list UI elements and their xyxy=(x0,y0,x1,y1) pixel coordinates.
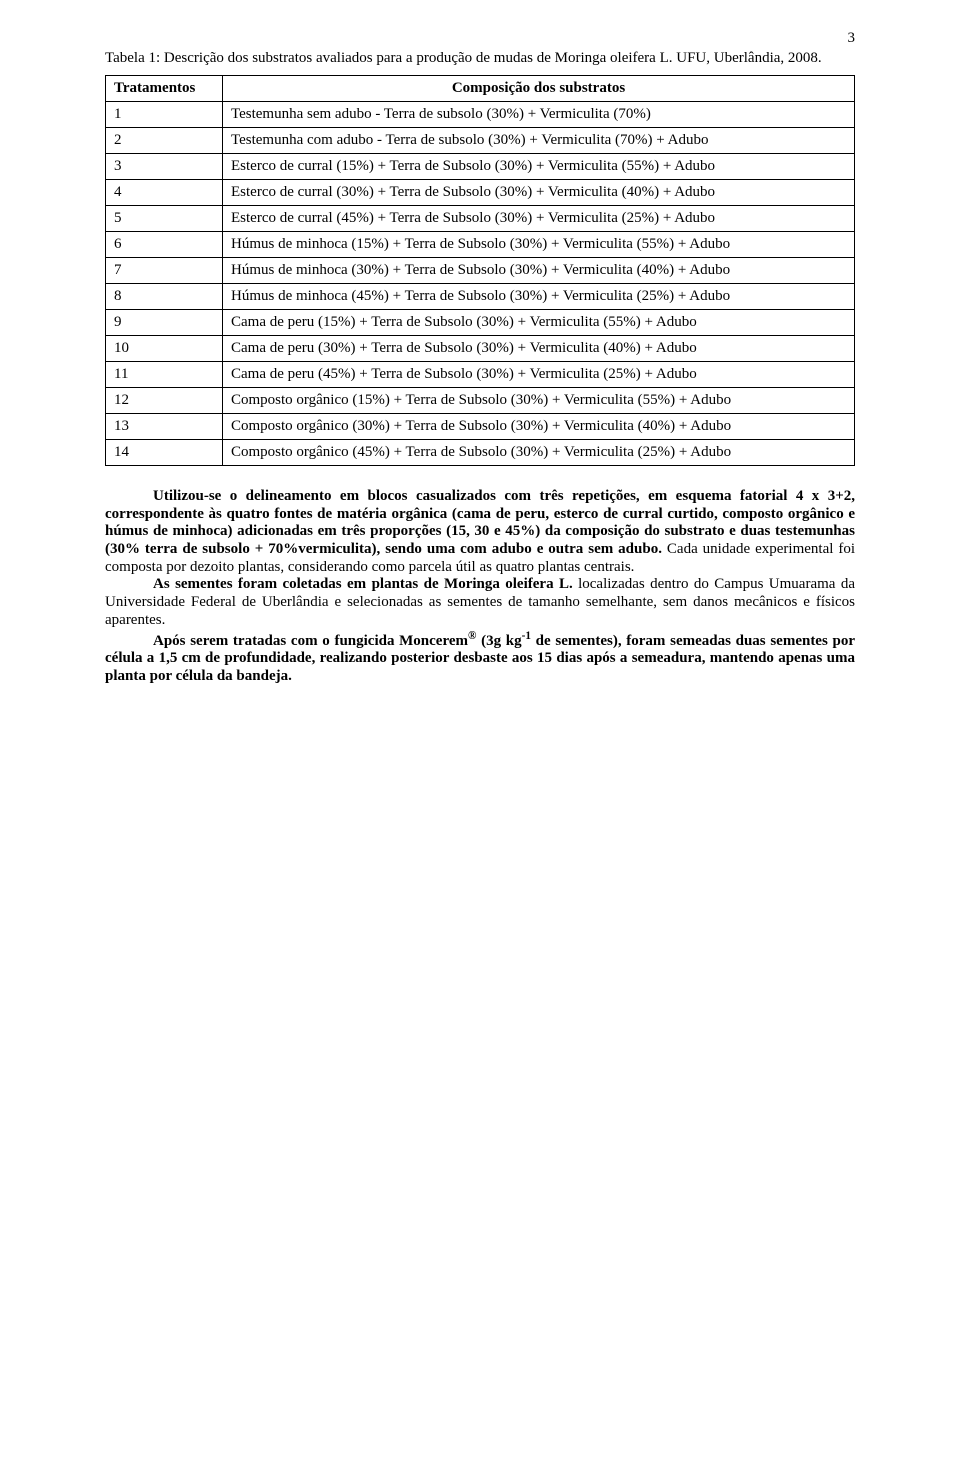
row-desc: Testemunha sem adubo - Terra de subsolo … xyxy=(223,102,855,128)
p3-bold-b: (3g kg xyxy=(476,633,521,649)
table-body: 1Testemunha sem adubo - Terra de subsolo… xyxy=(106,102,855,466)
row-desc: Composto orgânico (45%) + Terra de Subso… xyxy=(223,440,855,466)
table-row: 13Composto orgânico (30%) + Terra de Sub… xyxy=(106,414,855,440)
header-tratamentos: Tratamentos xyxy=(106,76,223,102)
row-desc: Esterco de curral (45%) + Terra de Subso… xyxy=(223,206,855,232)
row-desc: Húmus de minhoca (30%) + Terra de Subsol… xyxy=(223,258,855,284)
table-row: 6Húmus de minhoca (15%) + Terra de Subso… xyxy=(106,232,855,258)
row-desc: Composto orgânico (15%) + Terra de Subso… xyxy=(223,388,855,414)
row-num: 10 xyxy=(106,336,223,362)
body-text: Utilizou-se o delineamento em blocos cas… xyxy=(105,488,855,686)
row-num: 9 xyxy=(106,310,223,336)
table-row: 12Composto orgânico (15%) + Terra de Sub… xyxy=(106,388,855,414)
p3-bold-a: Após serem tratadas com o fungicida Monc… xyxy=(153,633,468,649)
row-num: 13 xyxy=(106,414,223,440)
treatments-table: Tratamentos Composição dos substratos 1T… xyxy=(105,75,855,466)
row-desc: Cama de peru (30%) + Terra de Subsolo (3… xyxy=(223,336,855,362)
table-header-row: Tratamentos Composição dos substratos xyxy=(106,76,855,102)
table-row: 4Esterco de curral (30%) + Terra de Subs… xyxy=(106,180,855,206)
row-desc: Composto orgânico (30%) + Terra de Subso… xyxy=(223,414,855,440)
row-num: 5 xyxy=(106,206,223,232)
row-num: 6 xyxy=(106,232,223,258)
row-num: 11 xyxy=(106,362,223,388)
row-desc: Cama de peru (15%) + Terra de Subsolo (3… xyxy=(223,310,855,336)
paragraph-3: Após serem tratadas com o fungicida Monc… xyxy=(105,630,855,686)
row-num: 7 xyxy=(106,258,223,284)
row-num: 14 xyxy=(106,440,223,466)
p3-sup2: -1 xyxy=(522,630,531,642)
table-row: 2Testemunha com adubo - Terra de subsolo… xyxy=(106,128,855,154)
row-num: 1 xyxy=(106,102,223,128)
table-row: 14Composto orgânico (45%) + Terra de Sub… xyxy=(106,440,855,466)
row-num: 3 xyxy=(106,154,223,180)
row-desc: Cama de peru (45%) + Terra de Subsolo (3… xyxy=(223,362,855,388)
row-num: 8 xyxy=(106,284,223,310)
table-row: 9Cama de peru (15%) + Terra de Subsolo (… xyxy=(106,310,855,336)
row-desc: Húmus de minhoca (45%) + Terra de Subsol… xyxy=(223,284,855,310)
table-row: 5Esterco de curral (45%) + Terra de Subs… xyxy=(106,206,855,232)
table-row: 8Húmus de minhoca (45%) + Terra de Subso… xyxy=(106,284,855,310)
row-num: 12 xyxy=(106,388,223,414)
table-row: 3Esterco de curral (15%) + Terra de Subs… xyxy=(106,154,855,180)
table-row: 11Cama de peru (45%) + Terra de Subsolo … xyxy=(106,362,855,388)
row-desc: Esterco de curral (15%) + Terra de Subso… xyxy=(223,154,855,180)
row-num: 4 xyxy=(106,180,223,206)
table-row: 7Húmus de minhoca (30%) + Terra de Subso… xyxy=(106,258,855,284)
table-row: 1Testemunha sem adubo - Terra de subsolo… xyxy=(106,102,855,128)
header-composicao: Composição dos substratos xyxy=(223,76,855,102)
page: 3 Tabela 1: Descrição dos substratos ava… xyxy=(0,0,960,1463)
table-caption: Tabela 1: Descrição dos substratos avali… xyxy=(105,50,855,67)
page-number: 3 xyxy=(848,30,856,47)
row-desc: Esterco de curral (30%) + Terra de Subso… xyxy=(223,180,855,206)
p2-bold-a: As sementes foram coletadas em plantas d… xyxy=(153,576,578,592)
paragraph-2: As sementes foram coletadas em plantas d… xyxy=(105,576,855,629)
row-desc: Testemunha com adubo - Terra de subsolo … xyxy=(223,128,855,154)
table-row: 10Cama de peru (30%) + Terra de Subsolo … xyxy=(106,336,855,362)
row-desc: Húmus de minhoca (15%) + Terra de Subsol… xyxy=(223,232,855,258)
paragraph-1: Utilizou-se o delineamento em blocos cas… xyxy=(105,488,855,576)
row-num: 2 xyxy=(106,128,223,154)
